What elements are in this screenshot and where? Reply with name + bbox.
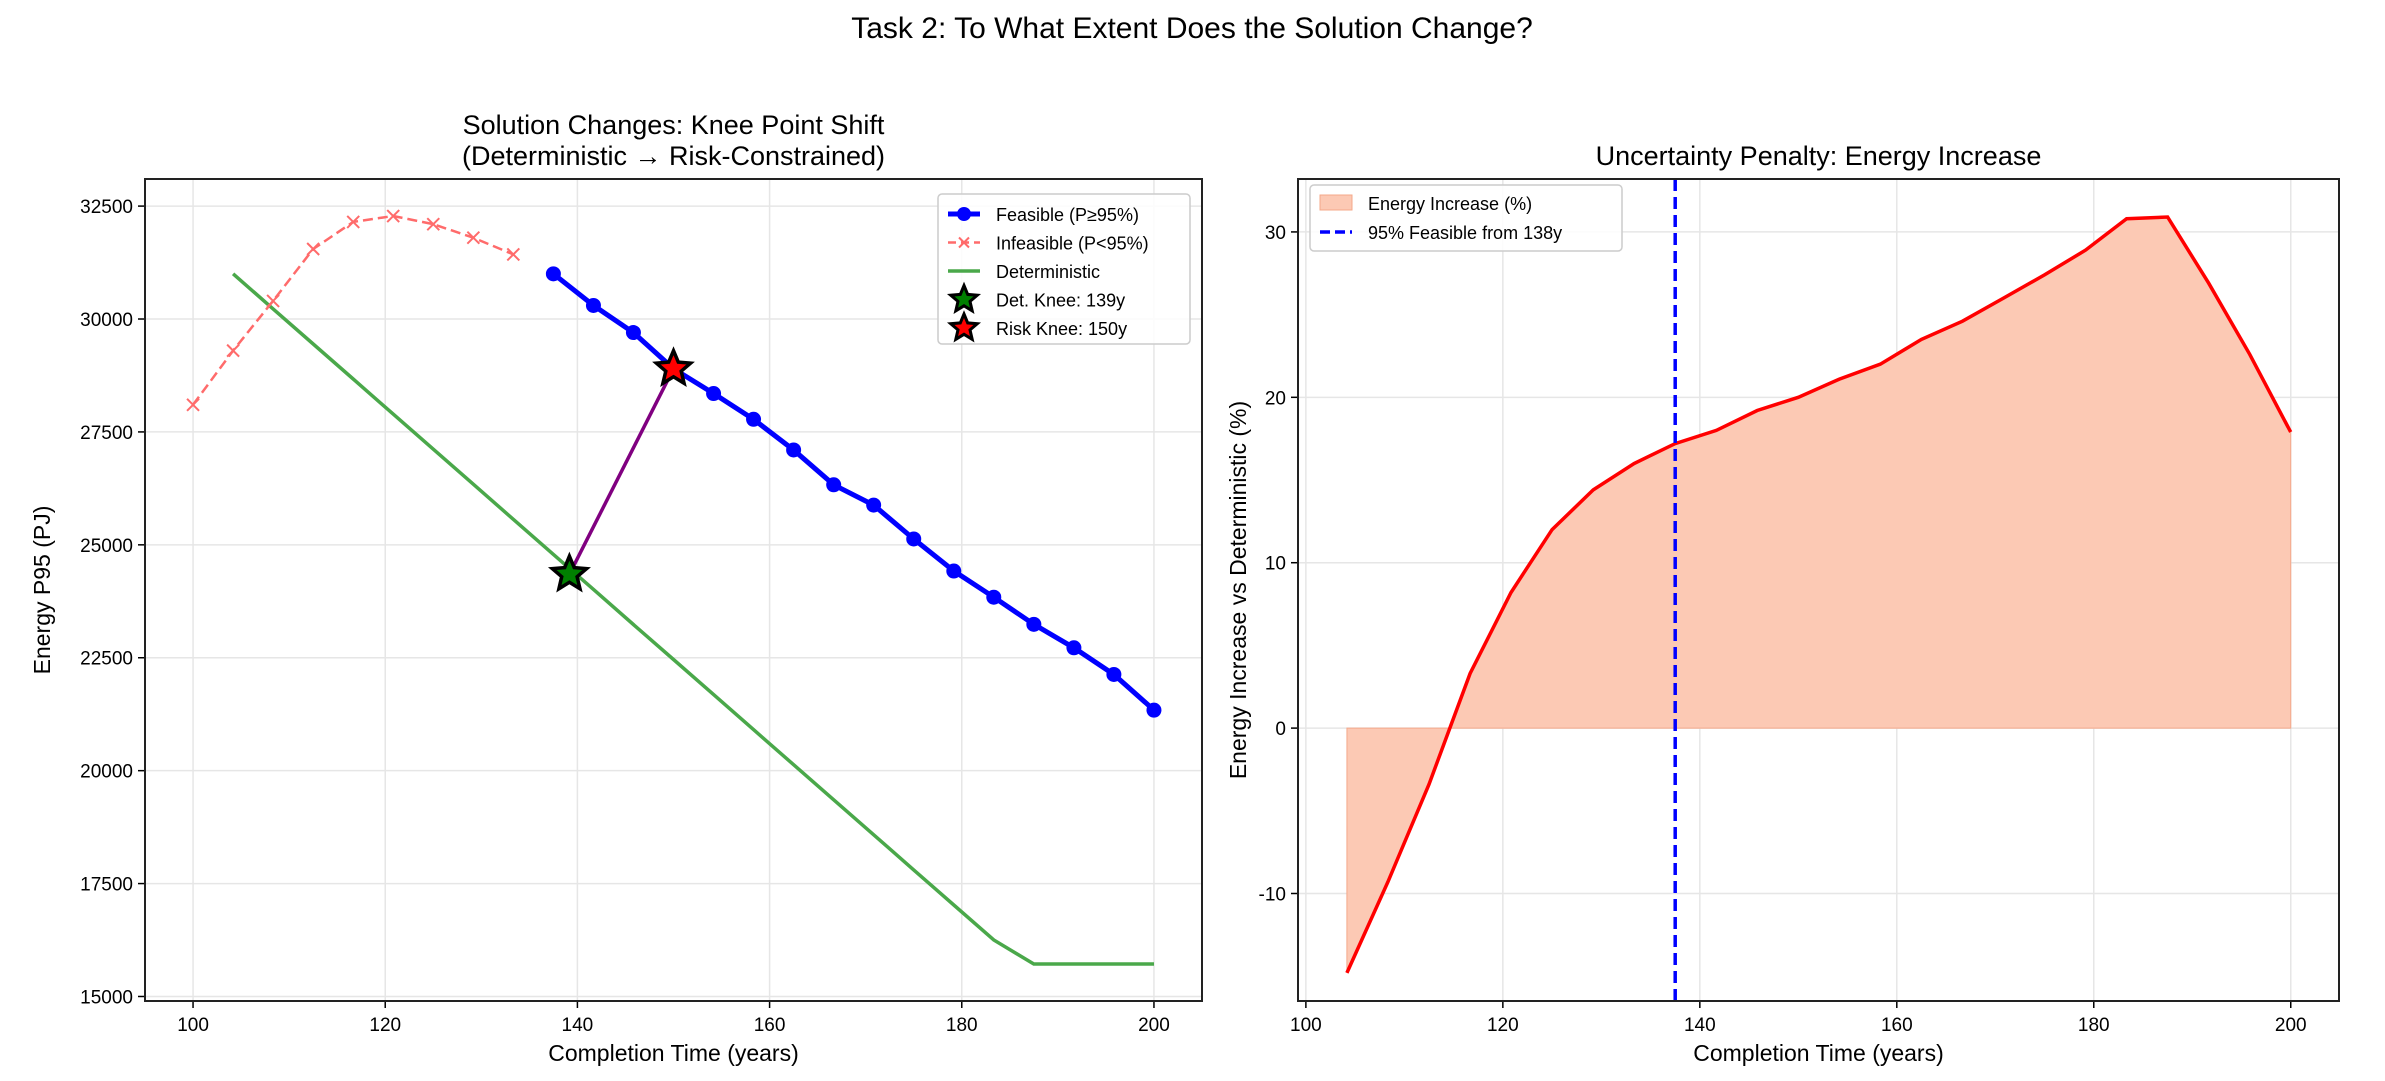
energy-increase-area	[1346, 216, 2292, 974]
infeasible-point	[386, 209, 400, 223]
y-tick-label: 10	[1265, 554, 1286, 575]
y-axis-label: Energy P95 (PJ)	[29, 506, 55, 675]
feasible-point	[1026, 616, 1042, 632]
x-tick-label: 140	[1684, 1015, 1716, 1036]
legend-swatch	[1319, 194, 1353, 211]
legend-label: 95% Feasible from 138y	[1368, 223, 1562, 243]
left-chart: 100 120 140 160 180 200 15000 17500 20000 22500 25…	[29, 110, 1203, 1066]
y-tick-label: 20	[1265, 388, 1286, 409]
x-tick-label: 180	[2078, 1015, 2110, 1036]
feasible-point	[786, 442, 802, 458]
x-tick-label: 100	[1290, 1015, 1322, 1036]
y-tick-label: 30000	[80, 310, 133, 331]
feasible-line	[551, 271, 1156, 712]
y-tick-label: 17500	[80, 875, 133, 896]
axes-frame	[1297, 178, 2340, 1002]
y-axis-label: Energy Increase vs Deterministic (%)	[1225, 401, 1251, 779]
y-tick-label: 20000	[80, 762, 133, 783]
feasible-point	[545, 266, 561, 282]
knee-shift-line	[567, 367, 676, 575]
x-tick-label: 200	[2275, 1015, 2307, 1036]
y-tick-label: 22500	[80, 649, 133, 670]
feasible-point	[746, 411, 762, 427]
x-tick-label: 120	[369, 1015, 401, 1036]
infeasible-point	[266, 294, 280, 308]
x-axis-label: Completion Time (years)	[1693, 1040, 1944, 1066]
infeasible-point	[426, 217, 440, 231]
feasible-point	[826, 477, 842, 493]
feasible-point	[946, 563, 962, 579]
feasible-point	[906, 531, 922, 547]
feasible-point	[1106, 666, 1122, 682]
infeasible-line	[191, 214, 514, 406]
legend-marker	[957, 207, 971, 221]
knee-point-star	[652, 346, 695, 388]
energy-increase-line	[1345, 215, 2293, 974]
y-tick-label: 25000	[80, 536, 133, 557]
feasible-point	[1066, 640, 1082, 656]
infeasible-point	[186, 398, 200, 412]
axes-frame	[144, 178, 1203, 1002]
x-tick-label: 100	[177, 1015, 209, 1036]
x-tick-label: 160	[1881, 1015, 1913, 1036]
legend-label: Energy Increase (%)	[1368, 194, 1532, 214]
right-chart: 100 120 140 160 180 200 -10 0 10 20 30 Uncertainty …	[1225, 141, 2340, 1066]
figure-suptitle: Task 2: To What Extent Does the Solution…	[851, 12, 1533, 45]
legend-label: Risk Knee: 150y	[996, 319, 1127, 339]
deterministic-line	[231, 272, 1154, 966]
chart-title: Uncertainty Penalty: Energy Increase	[1596, 141, 2042, 171]
knee-point-star	[547, 551, 591, 593]
legend-marker	[946, 281, 982, 314]
x-tick-label: 140	[562, 1015, 594, 1036]
x-axis-label: Completion Time (years)	[548, 1040, 799, 1066]
chart-title: (Deterministic → Risk-Constrained)	[462, 141, 885, 171]
legend-box	[937, 193, 1191, 345]
legend-label: Deterministic	[996, 262, 1100, 282]
y-tick-label: 27500	[80, 423, 133, 444]
infeasible-point	[306, 242, 320, 256]
feasible-point	[706, 386, 722, 402]
infeasible-point	[466, 231, 481, 245]
feasible-point	[585, 297, 601, 313]
y-tick-label: -10	[1259, 884, 1286, 905]
infeasible-point	[346, 215, 360, 229]
feasible-point	[625, 325, 641, 341]
infeasible-point	[226, 343, 240, 358]
y-tick-label: 30	[1265, 223, 1286, 244]
legend-label: Det. Knee: 139y	[996, 291, 1125, 311]
x-tick-label: 200	[1138, 1015, 1170, 1036]
x-tick-label: 180	[946, 1015, 978, 1036]
legend-marker	[958, 236, 970, 249]
feasible-point	[866, 497, 882, 513]
x-tick-label: 120	[1487, 1015, 1519, 1036]
feasible-point	[986, 589, 1002, 605]
y-tick-label: 15000	[80, 987, 133, 1008]
legend-label: Infeasible (P<95%)	[996, 234, 1149, 254]
x-tick-label: 160	[754, 1015, 786, 1036]
feasible-point	[1146, 702, 1162, 718]
legend-label: Feasible (P≥95%)	[996, 205, 1139, 225]
legend-marker	[946, 310, 982, 343]
chart-title: Solution Changes: Knee Point Shift	[463, 110, 885, 140]
y-tick-label: 0	[1275, 719, 1286, 740]
infeasible-point	[506, 247, 521, 262]
y-tick-label: 32500	[80, 197, 133, 218]
legend-box	[1309, 184, 1623, 252]
